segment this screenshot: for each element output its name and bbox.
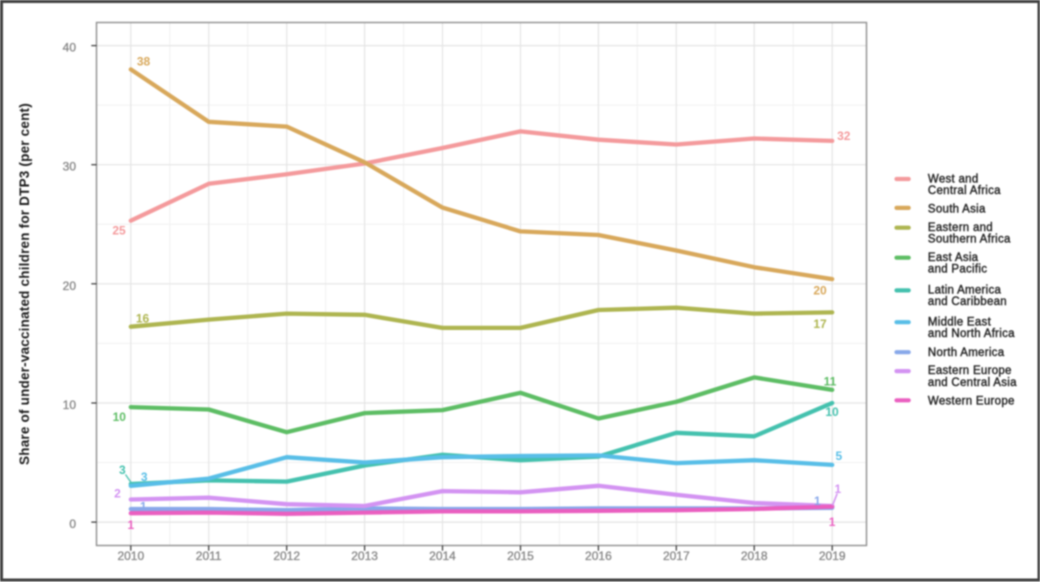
svg-text:1: 1: [829, 515, 836, 529]
svg-text:South Asia: South Asia: [928, 203, 986, 215]
svg-text:11: 11: [824, 375, 837, 389]
svg-text:2010: 2010: [117, 549, 144, 563]
svg-text:38: 38: [137, 54, 151, 68]
svg-text:2016: 2016: [585, 549, 612, 563]
svg-text:Middle East: Middle East: [928, 316, 992, 328]
svg-text:2011: 2011: [196, 549, 222, 563]
svg-text:2012: 2012: [273, 549, 300, 563]
svg-text:Western Europe: Western Europe: [928, 395, 1015, 407]
svg-text:1: 1: [834, 482, 841, 496]
svg-text:20: 20: [813, 283, 827, 297]
svg-text:40: 40: [63, 41, 77, 55]
svg-text:3: 3: [119, 463, 126, 477]
svg-text:Eastern Europe: Eastern Europe: [928, 365, 1012, 377]
svg-text:20: 20: [63, 279, 77, 293]
svg-text:2019: 2019: [819, 549, 846, 563]
svg-text:30: 30: [63, 160, 77, 174]
svg-text:1: 1: [128, 518, 135, 532]
svg-text:and Central Asia: and Central Asia: [928, 377, 1017, 389]
svg-text:2013: 2013: [351, 549, 378, 563]
svg-text:Central Africa: Central Africa: [928, 185, 1001, 197]
svg-text:and North Africa: and North Africa: [928, 328, 1015, 340]
svg-text:10: 10: [113, 410, 127, 424]
svg-text:Share of under-vaccinated chil: Share of under-vaccinated children for D…: [17, 103, 32, 465]
svg-text:2014: 2014: [429, 549, 456, 563]
svg-text:West and: West and: [928, 173, 979, 185]
svg-text:1: 1: [814, 494, 821, 508]
svg-text:and Pacific: and Pacific: [928, 264, 987, 276]
svg-text:North America: North America: [928, 347, 1005, 359]
svg-text:Latin America: Latin America: [928, 285, 1002, 297]
svg-text:32: 32: [837, 129, 851, 143]
svg-text:East Asia: East Asia: [928, 252, 979, 264]
svg-text:Southern Africa: Southern Africa: [928, 233, 1011, 245]
svg-text:25: 25: [112, 223, 126, 237]
svg-text:0: 0: [69, 517, 76, 531]
svg-text:16: 16: [136, 311, 150, 325]
svg-text:Eastern and: Eastern and: [928, 222, 993, 234]
svg-text:10: 10: [63, 398, 77, 412]
svg-text:1: 1: [140, 500, 147, 514]
svg-text:17: 17: [813, 317, 827, 331]
svg-text:10: 10: [825, 405, 839, 419]
svg-text:5: 5: [836, 449, 843, 463]
svg-text:2018: 2018: [741, 549, 768, 563]
svg-text:2017: 2017: [663, 549, 690, 563]
svg-text:2015: 2015: [507, 549, 534, 563]
svg-text:3: 3: [141, 470, 148, 484]
svg-text:2: 2: [114, 486, 121, 500]
svg-text:and Caribbean: and Caribbean: [928, 296, 1007, 308]
